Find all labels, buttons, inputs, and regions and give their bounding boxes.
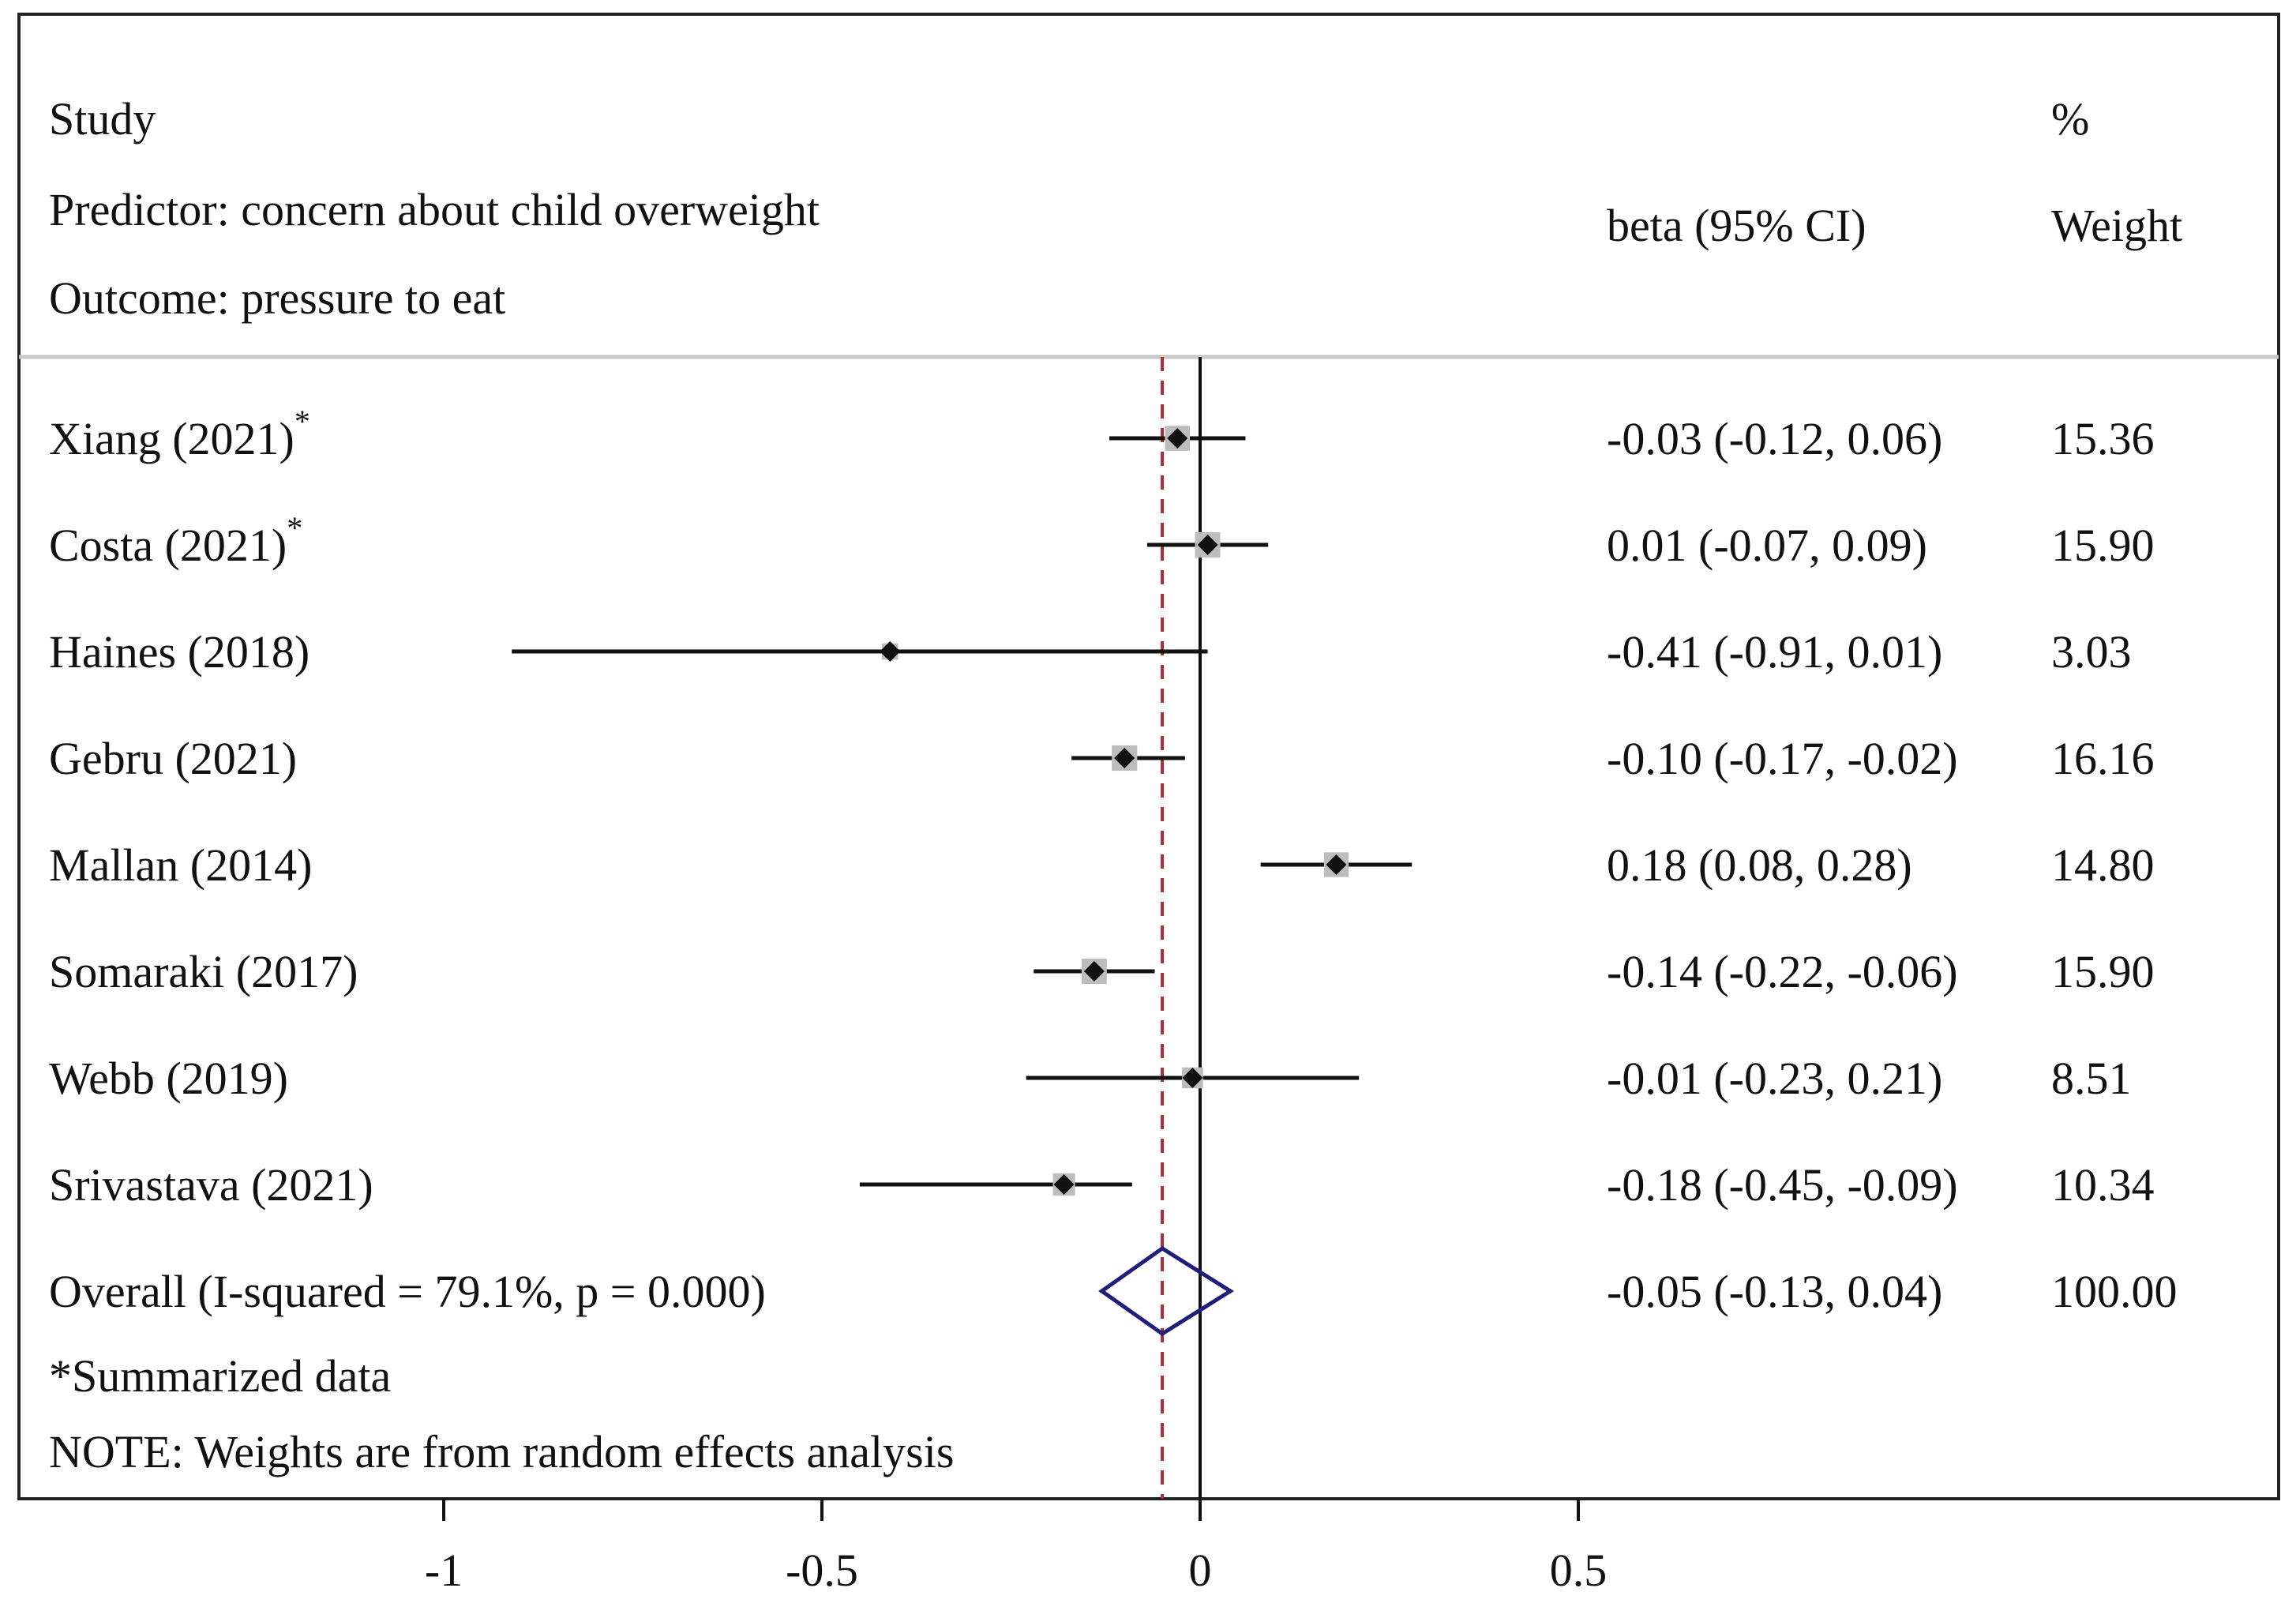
- header-study: Study: [49, 93, 156, 145]
- weight-text: 16.16: [2051, 733, 2155, 784]
- plot-frame: [17, 13, 2280, 1500]
- ci-text: 0.01 (-0.07, 0.09): [1607, 520, 1927, 571]
- x-tick-label: 0: [1189, 1545, 1212, 1596]
- footnote-summarized: *Summarized data: [49, 1350, 391, 1402]
- study-label: Gebru (2021): [49, 733, 297, 784]
- overall-diamond: [1098, 1245, 1235, 1337]
- point-estimate: [1083, 961, 1105, 982]
- header-weight-bottom: Weight: [2051, 200, 2182, 251]
- footnote-note: NOTE: Weights are from random effects an…: [49, 1426, 954, 1477]
- weight-text: 10.34: [2051, 1159, 2155, 1211]
- x-tick-label: -0.5: [786, 1545, 858, 1596]
- point-estimate: [1197, 535, 1218, 555]
- ci-text: -0.03 (-0.12, 0.06): [1607, 413, 1942, 464]
- point-estimate: [1182, 1068, 1203, 1088]
- point-estimate: [1326, 854, 1347, 875]
- ci-text: -0.41 (-0.91, 0.01): [1607, 626, 1942, 678]
- overall-weight-text: 100.00: [2051, 1266, 2178, 1317]
- weight-text: 3.03: [2051, 626, 2132, 678]
- summarized-marker: *: [295, 404, 310, 439]
- header-effect: beta (95% CI): [1607, 200, 1866, 251]
- header-outcome: Outcome: pressure to eat: [49, 272, 505, 324]
- ci-text: 0.18 (0.08, 0.28): [1607, 839, 1912, 891]
- weight-text: 15.90: [2051, 520, 2155, 571]
- weight-text: 14.80: [2051, 839, 2155, 891]
- study-label: Srivastava (2021): [49, 1159, 373, 1211]
- overall-ci-text: -0.05 (-0.13, 0.04): [1607, 1266, 1942, 1317]
- ci-text: -0.10 (-0.17, -0.02): [1607, 733, 1958, 784]
- point-estimate: [880, 641, 901, 662]
- point-estimate: [1114, 748, 1135, 768]
- point-estimate: [1053, 1174, 1075, 1195]
- study-label: Somaraki (2017): [49, 946, 358, 997]
- study-label: Webb (2019): [49, 1053, 288, 1104]
- header-weight-top: %: [2051, 93, 2089, 145]
- header-predictor: Predictor: concern about child overweigh…: [49, 184, 820, 235]
- ci-text: -0.01 (-0.23, 0.21): [1607, 1053, 1942, 1104]
- weight-text: 8.51: [2051, 1053, 2132, 1104]
- overall-label: Overall (I-squared = 79.1%, p = 0.000): [49, 1266, 766, 1317]
- weight-text: 15.36: [2051, 413, 2155, 464]
- point-estimate: [1167, 428, 1188, 449]
- ci-text: -0.14 (-0.22, -0.06): [1607, 946, 1958, 997]
- weight-text: 15.90: [2051, 946, 2155, 997]
- ci-text: -0.18 (-0.45, -0.09): [1607, 1159, 1958, 1211]
- study-label: Haines (2018): [49, 626, 310, 678]
- study-label: Xiang (2021)*: [49, 404, 310, 464]
- study-label: Mallan (2014): [49, 839, 312, 891]
- summarized-marker: *: [287, 510, 302, 546]
- x-tick-label: 0.5: [1550, 1545, 1608, 1596]
- study-label: Costa (2021)*: [49, 510, 302, 571]
- x-tick-label: -1: [425, 1545, 463, 1596]
